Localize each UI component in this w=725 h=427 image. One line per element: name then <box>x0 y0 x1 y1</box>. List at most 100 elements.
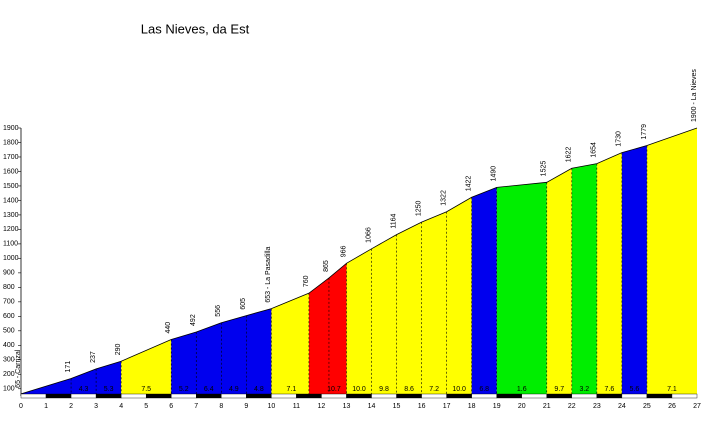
segment-fill <box>596 152 622 396</box>
y-tick-label: 1500 <box>3 183 19 190</box>
x-tick-label: 18 <box>468 403 476 410</box>
gradient-label: 8.6 <box>404 386 414 393</box>
gradient-label: 9.8 <box>379 386 389 393</box>
gradient-label: 6.8 <box>479 386 489 393</box>
km-bar <box>446 393 472 399</box>
segment-fill <box>496 182 547 396</box>
x-tick-label: 27 <box>693 403 701 410</box>
gradient-label: 1.6 <box>517 386 527 393</box>
km-bar <box>496 393 522 399</box>
x-tick-label: 15 <box>393 403 401 410</box>
x-tick-label: 2 <box>69 403 73 410</box>
km-bar <box>546 393 573 399</box>
y-tick-label: 1600 <box>3 168 19 175</box>
gradient-label: 3.2 <box>579 386 589 393</box>
y-tick-label: 400 <box>3 342 15 349</box>
chart-title: Las Nieves, da Est <box>141 21 250 36</box>
y-tick-label: 1000 <box>3 255 19 262</box>
km-bar <box>396 393 422 399</box>
x-tick-label: 16 <box>418 403 426 410</box>
km-bar <box>120 393 147 399</box>
elevation-label: 556 <box>215 305 222 317</box>
x-tick-label: 7 <box>194 403 198 410</box>
gradient-label: 10.0 <box>452 386 466 393</box>
x-tick-label: 20 <box>518 403 526 410</box>
km-bar <box>296 393 322 399</box>
km-bar <box>145 393 172 399</box>
segment-fill <box>121 339 172 396</box>
gradient-label: 9.7 <box>554 386 564 393</box>
km-bar <box>271 393 297 399</box>
km-bar <box>571 393 598 399</box>
gradient-label: 5.3 <box>104 386 114 393</box>
gradient-label: 6.4 <box>204 386 214 393</box>
elevation-label: 290 <box>115 343 122 355</box>
elevation-label: 1066 <box>365 227 372 243</box>
x-tick-label: 19 <box>493 403 501 410</box>
km-bar <box>20 393 47 399</box>
elevation-label: 440 <box>165 322 172 334</box>
km-bar <box>196 393 222 399</box>
x-tick-label: 17 <box>443 403 451 410</box>
elevation-label: 1322 <box>440 190 447 206</box>
gradient-label: 4.3 <box>79 386 89 393</box>
segment-fill <box>346 197 472 396</box>
gradient-label: 7.2 <box>429 386 439 393</box>
y-tick-label: 900 <box>3 270 15 277</box>
gradient-label: 7.1 <box>667 386 677 393</box>
km-bar <box>95 393 122 399</box>
elevation-label: 865 <box>323 260 330 272</box>
segment-fill <box>308 263 347 396</box>
gradient-label: 4.9 <box>229 386 239 393</box>
elevation-label: 237 <box>90 351 97 363</box>
elevation-label: 65 - Carrizal <box>15 349 22 388</box>
gradient-label: 7.1 <box>287 386 297 393</box>
elevation-label: 1622 <box>566 147 573 163</box>
y-tick-label: 1300 <box>3 212 19 219</box>
y-tick-label: 200 <box>3 371 15 378</box>
x-tick-label: 6 <box>169 403 173 410</box>
km-bar <box>346 393 372 399</box>
km-bar <box>621 393 648 399</box>
y-tick-label: 700 <box>3 299 15 306</box>
gradient-label: 5.6 <box>630 386 640 393</box>
y-tick-label: 300 <box>3 357 15 364</box>
km-bar <box>221 393 247 399</box>
elevation-label: 1422 <box>466 176 473 192</box>
y-tick-label: 1400 <box>3 197 19 204</box>
gradient-label: 10.7 <box>327 386 341 393</box>
gradient-label: 10.0 <box>352 386 366 393</box>
segment-fill <box>471 187 497 396</box>
y-tick-label: 100 <box>3 386 15 393</box>
gradient-label: 7.6 <box>605 386 615 393</box>
elevation-label: 1654 <box>591 142 598 158</box>
elevation-label: 1525 <box>541 161 548 177</box>
gradient-label: 5.2 <box>179 386 189 393</box>
profile-line <box>20 127 698 395</box>
y-tick-label: 500 <box>3 328 15 335</box>
segment-fill <box>571 163 597 396</box>
x-tick-label: 23 <box>593 403 601 410</box>
x-tick-label: 11 <box>293 403 300 410</box>
elevation-label: 966 <box>340 246 347 258</box>
elevation-label: 492 <box>190 314 197 326</box>
y-tick-label: 1100 <box>3 241 18 248</box>
km-bar <box>45 393 72 399</box>
km-bar <box>371 393 397 399</box>
km-bar <box>70 393 97 399</box>
x-tick-label: 3 <box>94 403 98 410</box>
gradient-label: 4.8 <box>254 386 264 393</box>
x-tick-label: 12 <box>318 403 326 410</box>
elevation-label: 1730 <box>616 131 623 147</box>
y-tick-label: 1700 <box>3 154 19 161</box>
x-tick-label: 13 <box>343 403 351 410</box>
segment-fill <box>546 168 572 396</box>
elevation-label: 1779 <box>641 124 648 140</box>
x-tick-label: 8 <box>219 403 223 410</box>
x-tick-label: 26 <box>668 403 676 410</box>
km-bar <box>596 393 623 399</box>
km-bar <box>321 393 347 399</box>
x-tick-label: 21 <box>543 403 551 410</box>
